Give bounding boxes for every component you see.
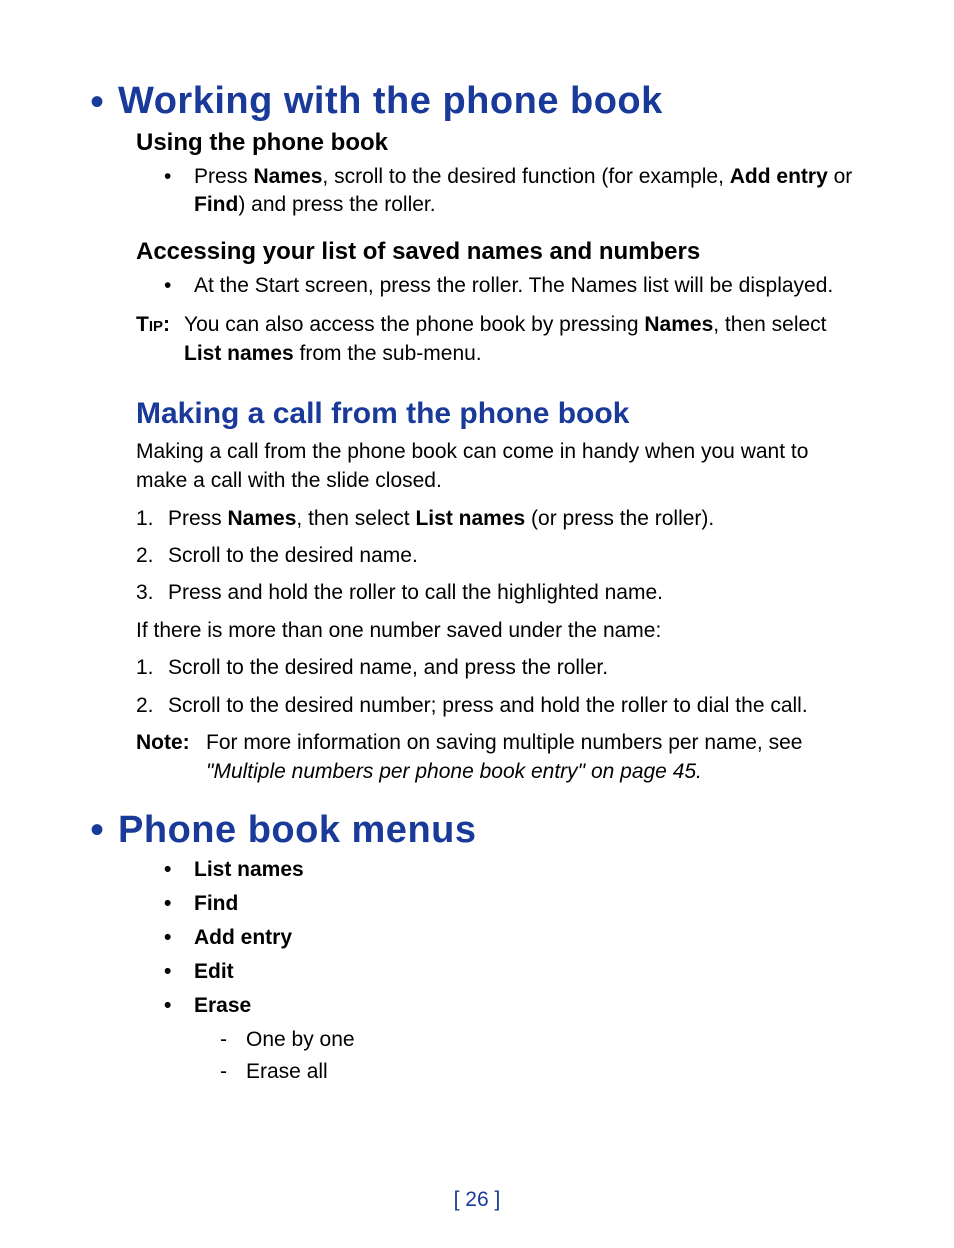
submenu-item: - Erase all — [220, 1060, 854, 1084]
step-number: 2. — [136, 691, 168, 720]
instruction-bullet: • At the Start screen, press the roller.… — [164, 272, 854, 300]
tip-text: You can also access the phone book by pr… — [184, 310, 854, 369]
instruction-text: Press Names, scroll to the desired funct… — [194, 163, 854, 220]
text-fragment: or — [828, 165, 853, 188]
dash-icon: - — [220, 1028, 246, 1052]
menu-label: Find — [194, 892, 238, 916]
menu-label: Erase — [194, 994, 251, 1018]
paragraph: If there is more than one number saved u… — [136, 616, 854, 645]
bullet-icon: • — [164, 163, 194, 220]
step-number: 1. — [136, 504, 168, 533]
text-fragment: You can also access the phone book by pr… — [184, 313, 644, 336]
tip-block: Tip: You can also access the phone book … — [136, 310, 854, 369]
bold-term: Names — [644, 313, 713, 336]
bullet-icon: • — [90, 810, 104, 850]
subheading-accessing: Accessing your list of saved names and n… — [136, 238, 854, 266]
bullet-icon: • — [164, 858, 194, 882]
menu-item: • Add entry — [164, 926, 854, 950]
bold-term: List names — [415, 507, 525, 530]
step-text: Scroll to the desired name, and press th… — [168, 653, 854, 682]
note-reference: "Multiple numbers per phone book entry" … — [206, 757, 854, 786]
bullet-icon: • — [90, 82, 104, 122]
subsection-heading: Making a call from the phone book — [136, 397, 854, 431]
text-fragment: ) and press the roller. — [238, 193, 435, 216]
text-fragment: , then select — [713, 313, 826, 336]
menu-item: • Find — [164, 892, 854, 916]
text-fragment: Press — [168, 507, 228, 530]
bold-term: Names — [228, 507, 297, 530]
note-label: Note: — [136, 728, 206, 757]
dash-icon: - — [220, 1060, 246, 1084]
bold-term: Add entry — [730, 165, 828, 188]
bullet-icon: • — [164, 926, 194, 950]
step-item: 2. Scroll to the desired name. — [136, 541, 854, 570]
subheading-using: Using the phone book — [136, 129, 854, 157]
step-item: 2. Scroll to the desired number; press a… — [136, 691, 854, 720]
submenu-item: - One by one — [220, 1028, 854, 1052]
page-number: [ 26 ] — [0, 1188, 954, 1212]
paragraph: Making a call from the phone book can co… — [136, 437, 854, 496]
section-heading: • Working with the phone book — [90, 80, 854, 123]
step-text: Press and hold the roller to call the hi… — [168, 578, 854, 607]
step-text: Press Names, then select List names (or … — [168, 504, 854, 533]
bold-term: Find — [194, 193, 238, 216]
step-text: Scroll to the desired number; press and … — [168, 691, 854, 720]
bullet-icon: • — [164, 994, 194, 1018]
step-number: 1. — [136, 653, 168, 682]
text-fragment: , then select — [296, 507, 415, 530]
section-heading: • Phone book menus — [90, 809, 854, 852]
menu-item: • Edit — [164, 960, 854, 984]
step-item: 1. Scroll to the desired name, and press… — [136, 653, 854, 682]
menu-label: Edit — [194, 960, 234, 984]
instruction-text: At the Start screen, press the roller. T… — [194, 272, 854, 300]
instruction-bullet: • Press Names, scroll to the desired fun… — [164, 163, 854, 220]
step-number: 3. — [136, 578, 168, 607]
submenu-label: One by one — [246, 1028, 355, 1052]
h1-title: Working with the phone book — [118, 80, 663, 123]
bullet-icon: • — [164, 892, 194, 916]
step-number: 2. — [136, 541, 168, 570]
text-fragment: , scroll to the desired function (for ex… — [322, 165, 729, 188]
tip-label: Tip: — [136, 310, 184, 369]
text-fragment: from the sub-menu. — [294, 342, 482, 365]
menu-label: Add entry — [194, 926, 292, 950]
step-item: 3. Press and hold the roller to call the… — [136, 578, 854, 607]
menu-item: • List names — [164, 858, 854, 882]
step-text: Scroll to the desired name. — [168, 541, 854, 570]
bold-term: List names — [184, 342, 294, 365]
h1-title: Phone book menus — [118, 809, 476, 852]
note-block: Note: For more information on saving mul… — [136, 728, 854, 757]
text-fragment: Press — [194, 165, 254, 188]
bullet-icon: • — [164, 272, 194, 300]
text-fragment: (or press the roller). — [525, 507, 714, 530]
note-text: For more information on saving multiple … — [206, 728, 854, 757]
step-item: 1. Press Names, then select List names (… — [136, 504, 854, 533]
menu-item: • Erase — [164, 994, 854, 1018]
submenu-label: Erase all — [246, 1060, 328, 1084]
bullet-icon: • — [164, 960, 194, 984]
bold-term: Names — [254, 165, 323, 188]
menu-label: List names — [194, 858, 304, 882]
